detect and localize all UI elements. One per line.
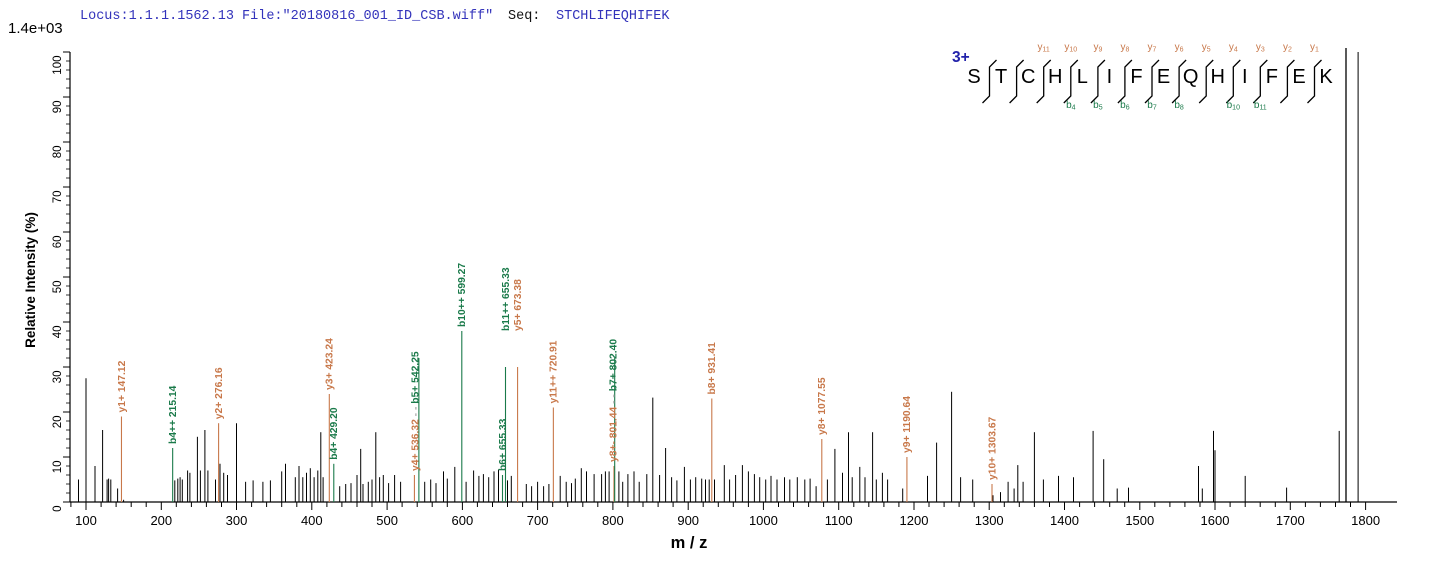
svg-text:1300: 1300 bbox=[975, 513, 1004, 528]
svg-text:60: 60 bbox=[52, 236, 64, 249]
svg-text:1.4e+03: 1.4e+03 bbox=[8, 20, 63, 37]
svg-text:40: 40 bbox=[52, 326, 64, 339]
svg-text:1500: 1500 bbox=[1125, 513, 1154, 528]
svg-text:E: E bbox=[1157, 66, 1170, 88]
svg-text:b4+ 429.20: b4+ 429.20 bbox=[329, 407, 340, 460]
svg-text:1000: 1000 bbox=[749, 513, 778, 528]
svg-text:200: 200 bbox=[150, 513, 172, 528]
svg-text:700: 700 bbox=[527, 513, 549, 528]
svg-text:30: 30 bbox=[52, 371, 64, 384]
svg-text:y1+ 147.12: y1+ 147.12 bbox=[117, 360, 128, 412]
svg-text:50: 50 bbox=[52, 281, 64, 294]
svg-text:1200: 1200 bbox=[900, 513, 929, 528]
svg-text:y10+ 1303.67: y10+ 1303.67 bbox=[987, 416, 998, 480]
svg-text:100: 100 bbox=[52, 56, 64, 75]
svg-text:y8+- 801.44 - - b7+ 802.40: y8+- 801.44 - - b7+ 802.40 bbox=[608, 339, 619, 462]
svg-text:1100: 1100 bbox=[825, 513, 853, 528]
svg-text:F: F bbox=[1130, 66, 1142, 88]
svg-text:900: 900 bbox=[677, 513, 699, 528]
svg-text:y2+ 276.16: y2+ 276.16 bbox=[214, 367, 225, 419]
svg-text:1600: 1600 bbox=[1201, 513, 1230, 528]
svg-text:H: H bbox=[1048, 66, 1062, 88]
svg-text:y11++ 720.91: y11++ 720.91 bbox=[549, 340, 560, 403]
svg-text:b8+ 931.41: b8+ 931.41 bbox=[707, 342, 718, 395]
svg-text:b11++ 655.33: b11++ 655.33 bbox=[501, 267, 512, 331]
svg-text:Q: Q bbox=[1183, 66, 1199, 88]
svg-text:100: 100 bbox=[75, 513, 97, 528]
svg-text:y9+ 1190.64: y9+ 1190.64 bbox=[902, 396, 913, 453]
svg-text:90: 90 bbox=[52, 101, 64, 114]
svg-text:b10++ 599.27: b10++ 599.27 bbox=[457, 263, 468, 327]
svg-text:1400: 1400 bbox=[1050, 513, 1079, 528]
svg-text:20: 20 bbox=[52, 416, 64, 429]
svg-text:600: 600 bbox=[452, 513, 474, 528]
svg-text:Seq:: Seq: bbox=[508, 9, 540, 24]
svg-text:S: S bbox=[967, 66, 980, 88]
svg-text:y3+ 423.24: y3+ 423.24 bbox=[325, 338, 336, 390]
svg-text:1800: 1800 bbox=[1351, 513, 1380, 528]
svg-text:500: 500 bbox=[376, 513, 398, 528]
svg-text:E: E bbox=[1292, 66, 1305, 88]
svg-text:y8+ 1077.55: y8+ 1077.55 bbox=[817, 377, 828, 435]
svg-text:10: 10 bbox=[52, 461, 64, 474]
svg-text:0: 0 bbox=[52, 506, 64, 512]
svg-text:3+: 3+ bbox=[952, 49, 970, 66]
svg-text:m / z: m / z bbox=[671, 534, 708, 552]
svg-text:70: 70 bbox=[52, 191, 64, 204]
svg-text:Locus:1.1.1.1562.13 File:"2018: Locus:1.1.1.1562.13 File:"20180816_001_I… bbox=[80, 9, 493, 24]
svg-text:C: C bbox=[1021, 66, 1035, 88]
svg-text:1700: 1700 bbox=[1276, 513, 1305, 528]
svg-text:800: 800 bbox=[602, 513, 624, 528]
svg-text:L: L bbox=[1077, 66, 1088, 88]
svg-text:Relative Intensity (%): Relative Intensity (%) bbox=[23, 212, 38, 348]
svg-text:STCHLIFEQHIFEK: STCHLIFEQHIFEK bbox=[556, 9, 670, 24]
svg-text:H: H bbox=[1210, 66, 1224, 88]
svg-text:T: T bbox=[995, 66, 1007, 88]
svg-text:K: K bbox=[1319, 66, 1333, 88]
svg-text:400: 400 bbox=[301, 513, 323, 528]
svg-text:y4+ 536.32 - - b5+ 542.25: y4+ 536.32 - - b5+ 542.25 bbox=[411, 351, 422, 471]
svg-text:80: 80 bbox=[52, 146, 64, 159]
svg-text:F: F bbox=[1266, 66, 1278, 88]
svg-text:y5+ 673.38: y5+ 673.38 bbox=[513, 279, 524, 331]
svg-text:b4++ 215.14: b4++ 215.14 bbox=[168, 385, 179, 444]
svg-text:I: I bbox=[1107, 66, 1113, 88]
svg-text:300: 300 bbox=[226, 513, 248, 528]
svg-text:b6+ 655.33: b6+ 655.33 bbox=[498, 418, 509, 471]
svg-text:I: I bbox=[1242, 66, 1248, 88]
